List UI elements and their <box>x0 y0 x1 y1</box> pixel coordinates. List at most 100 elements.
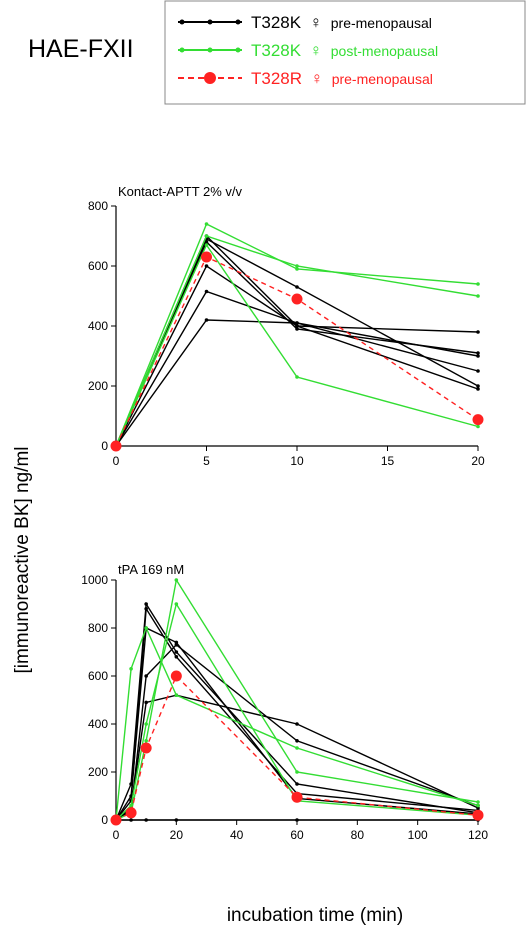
y-tick-label: 600 <box>88 669 108 683</box>
series-path <box>115 256 479 447</box>
axes: 0 200 400 600 800 0 5 10 15 20 <box>88 199 485 468</box>
data-point <box>476 803 480 808</box>
data-point <box>476 294 480 298</box>
panel-title: Kontact-APTT 2% v/v <box>118 184 243 199</box>
data-point <box>129 667 133 671</box>
panel-title: tPA 169 nM <box>118 562 184 577</box>
figure-title: HAE-FXII <box>28 35 134 63</box>
series-line <box>114 818 480 822</box>
data-point <box>204 318 209 322</box>
legend-status: pre-menopausal <box>331 15 432 31</box>
data-point <box>476 800 480 804</box>
series-path <box>115 223 479 447</box>
data-point <box>144 602 148 606</box>
data-point <box>110 440 122 452</box>
data-point <box>476 424 480 429</box>
data-point <box>291 293 303 305</box>
y-tick-label: 600 <box>88 259 108 273</box>
data-point <box>129 803 133 808</box>
legend-item-t328k-pre: T328K ♀ pre-menopausal <box>178 13 432 32</box>
series-layer <box>110 222 484 452</box>
series-path <box>115 235 479 447</box>
legend-status: post-menopausal <box>331 43 438 59</box>
data-point <box>476 384 480 388</box>
series-line <box>114 601 480 822</box>
x-axis-title: incubation time (min) <box>227 905 403 926</box>
data-point <box>472 414 484 426</box>
legend-swatch-marker <box>235 19 241 25</box>
data-point <box>204 234 209 238</box>
female-symbol-icon: ♀ <box>310 13 323 32</box>
data-point <box>476 354 480 358</box>
data-point <box>144 818 148 822</box>
series-path <box>115 264 479 447</box>
data-point <box>144 607 148 611</box>
data-point <box>174 578 179 582</box>
legend-variant: T328R <box>251 69 302 88</box>
legend-item-t328k-post: T328K ♀ post-menopausal <box>178 41 438 60</box>
x-tick-label: 10 <box>290 454 304 468</box>
data-point <box>295 782 299 786</box>
data-point <box>295 770 299 774</box>
data-point <box>295 267 299 271</box>
data-point <box>174 818 179 822</box>
data-point <box>295 818 299 822</box>
legend-item-t328r-pre: T328R ♀ pre-menopausal <box>178 69 433 88</box>
legend-swatch-marker <box>179 47 185 53</box>
legend-frame <box>164 0 526 105</box>
series-line <box>114 289 480 448</box>
data-point <box>125 807 137 819</box>
legend-swatch-marker <box>235 47 241 53</box>
data-point <box>174 655 179 659</box>
data-point <box>110 814 122 826</box>
x-tick-label: 80 <box>351 828 365 842</box>
y-tick-label: 400 <box>88 717 108 731</box>
legend-swatch-marker <box>179 19 185 25</box>
data-point <box>476 387 480 391</box>
series-line <box>114 240 480 448</box>
data-point <box>476 330 480 334</box>
data-point <box>472 809 484 821</box>
series-path <box>115 290 479 447</box>
series-line <box>110 670 484 826</box>
data-point <box>295 746 299 750</box>
series-path <box>115 240 479 447</box>
x-tick-label: 15 <box>381 454 395 468</box>
legend-swatch-marker <box>207 19 213 25</box>
y-tick-label: 200 <box>88 379 108 393</box>
x-tick-label: 100 <box>408 828 428 842</box>
legend-swatch-marker <box>204 72 216 84</box>
legend-variant: T328K <box>251 41 302 60</box>
data-point <box>129 818 133 822</box>
y-tick-label: 0 <box>101 813 108 827</box>
legend-status: pre-menopausal <box>332 71 433 87</box>
axes: 0 200 400 600 800 1000 0 20 40 60 80 100 120 <box>81 573 488 842</box>
x-tick-label: 0 <box>113 454 120 468</box>
data-point <box>476 351 480 355</box>
y-tick-label: 400 <box>88 319 108 333</box>
series-layer <box>110 578 484 826</box>
data-point <box>174 643 179 647</box>
chart-panel-kontact-aptt: Kontact-APTT 2% v/v 0 200 400 600 800 0 5 10 15 2… <box>88 184 485 468</box>
data-point <box>295 375 299 379</box>
legend-variant: T328K <box>251 13 302 32</box>
x-tick-label: 120 <box>468 828 488 842</box>
series-path <box>115 606 479 821</box>
legend-label: T328R ♀ pre-menopausal <box>251 69 433 88</box>
series-path <box>115 626 479 821</box>
x-tick-label: 40 <box>230 828 244 842</box>
data-point <box>144 700 148 705</box>
data-point <box>144 722 148 726</box>
data-point <box>295 321 299 325</box>
data-point <box>174 602 179 606</box>
y-tick-label: 0 <box>101 439 108 453</box>
data-point <box>204 289 209 294</box>
data-point <box>174 650 179 654</box>
x-tick-label: 0 <box>113 828 120 842</box>
legend-label: T328K ♀ pre-menopausal <box>251 13 432 32</box>
data-point <box>140 742 152 754</box>
female-symbol-icon: ♀ <box>310 69 323 88</box>
y-tick-label: 800 <box>88 621 108 635</box>
data-point <box>201 251 212 263</box>
